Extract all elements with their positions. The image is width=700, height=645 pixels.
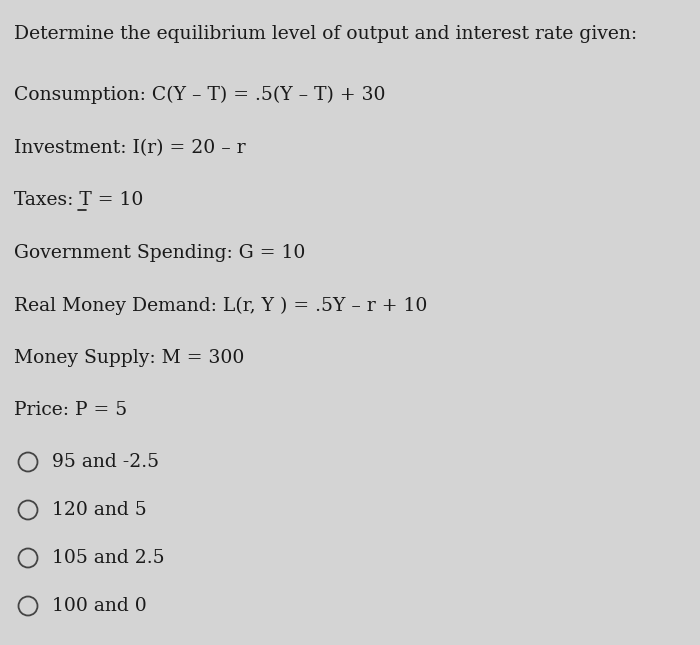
Text: 105 and 2.5: 105 and 2.5 [52,549,164,567]
Circle shape [18,453,38,471]
Text: Investment: I(r) = 20 – r: Investment: I(r) = 20 – r [14,139,246,157]
Text: 95 and -2.5: 95 and -2.5 [52,453,159,471]
Circle shape [18,597,38,615]
Text: 100 and 0: 100 and 0 [52,597,147,615]
Text: Determine the equilibrium level of output and interest rate given:: Determine the equilibrium level of outpu… [14,25,637,43]
Text: Consumption: C(Y – T) = .5(Y – T) + 30: Consumption: C(Y – T) = .5(Y – T) + 30 [14,86,386,104]
Text: 120 and 5: 120 and 5 [52,501,147,519]
Text: Price: P = 5: Price: P = 5 [14,401,127,419]
Text: Real Money Demand: L(r, Y ) = .5Y – r + 10: Real Money Demand: L(r, Y ) = .5Y – r + … [14,297,428,315]
Circle shape [18,501,38,519]
Text: Government Spending: G = 10: Government Spending: G = 10 [14,244,305,262]
Text: Taxes: T = 10: Taxes: T = 10 [14,191,144,209]
Text: Money Supply: M = 300: Money Supply: M = 300 [14,349,244,367]
Circle shape [18,548,38,568]
